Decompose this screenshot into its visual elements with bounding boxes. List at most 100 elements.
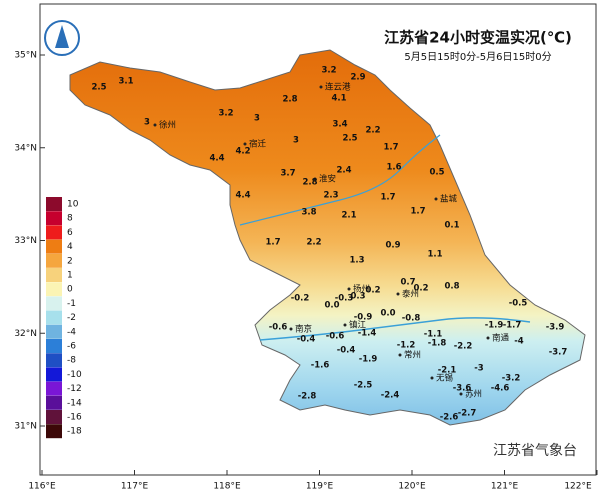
legend-label: 2 [67, 256, 73, 266]
lon-label: 120°E [398, 482, 426, 492]
temp-change: -2.4 [381, 391, 400, 401]
temp-change: -0.3 [335, 294, 354, 304]
city-dot [153, 123, 157, 127]
legend-swatch [46, 239, 62, 254]
city-dot [398, 353, 402, 357]
subtitle: 5月5日15时0分-5月6日15时0分 [404, 51, 551, 63]
temp-change: -1.8 [428, 339, 447, 349]
temp-change: -1.2 [397, 341, 416, 351]
city-name: 淮安 [319, 174, 336, 185]
lon-label: 121°E [491, 482, 519, 492]
temp-change: 4.4 [235, 191, 250, 201]
temp-change: 1.7 [265, 238, 280, 248]
temp-change: 0.5 [429, 168, 444, 178]
city-dot [434, 197, 438, 201]
province-shape [69, 49, 586, 426]
city-dot [319, 85, 323, 89]
city-name: 南京 [295, 324, 312, 335]
temp-change: -1.7 [503, 321, 522, 331]
legend-label: -10 [67, 370, 82, 380]
temp-change: 2.9 [350, 73, 365, 83]
temp-change: 3 [254, 114, 260, 124]
temp-change: 0.2 [413, 284, 428, 294]
legend-label: 10 [67, 200, 79, 210]
river [239, 134, 441, 226]
legend-label: -6 [67, 342, 76, 352]
temp-change: -3.9 [546, 323, 565, 333]
legend-swatch [46, 197, 62, 211]
lat-label: 35°N [14, 51, 37, 61]
lon-label: 122°E [564, 482, 592, 492]
legend-swatch [46, 339, 62, 353]
lat-label: 31°N [14, 422, 37, 432]
temp-change: 4.1 [331, 94, 346, 104]
lon-label: 116°E [28, 482, 56, 492]
temp-change: 3.1 [118, 77, 133, 87]
lon-label: 118°E [213, 482, 241, 492]
legend-label: 1 [67, 271, 73, 281]
city-name: 扬州 [353, 284, 370, 295]
temp-change: -2.7 [458, 409, 477, 419]
legend-label: -4 [67, 327, 76, 337]
temp-change: 1.7 [383, 143, 398, 153]
temp-change: 3.7 [280, 169, 295, 179]
temp-change: -3.6 [453, 384, 472, 394]
temp-change: 0.0 [380, 309, 395, 319]
temp-change: 3 [144, 118, 150, 128]
temp-change: -2.8 [298, 392, 317, 402]
temp-change: -1.9 [359, 355, 378, 365]
city-name: 宿迁 [249, 139, 267, 150]
temp-change: -0.2 [291, 294, 310, 304]
legend-swatch [46, 282, 62, 297]
legend-label: -16 [67, 413, 82, 423]
temp-change: -2.2 [454, 342, 473, 352]
temp-change: 2.2 [365, 126, 380, 136]
city-dot [396, 292, 400, 296]
legend-swatch [46, 324, 62, 339]
lon-label: 119°E [306, 482, 334, 492]
lat-label: 34°N [14, 143, 37, 153]
temp-change: 2.2 [306, 238, 321, 248]
temp-change: 0.3 [350, 292, 365, 302]
city-dot [430, 376, 434, 380]
temp-change: -4.6 [491, 384, 510, 394]
temp-change: 0.7 [400, 278, 415, 288]
city-dot [313, 177, 317, 181]
temp-change: -1.6 [311, 361, 330, 371]
temp-change: -2.5 [354, 381, 373, 391]
city-dot [343, 323, 347, 327]
city-name: 南通 [492, 333, 510, 344]
temp-change: 0.8 [444, 282, 459, 292]
temp-change: 4.2 [235, 147, 250, 157]
temp-change: -0.6 [326, 332, 345, 342]
temp-change: 1.7 [380, 193, 395, 203]
temp-change: 4.4 [209, 154, 224, 164]
temp-change: 2.5 [342, 134, 357, 144]
city-dot [459, 392, 463, 396]
temp-change: -0.9 [354, 313, 373, 323]
river [259, 317, 531, 341]
city-name: 盐城 [440, 194, 458, 205]
legend-label: -14 [67, 398, 82, 408]
temp-change: 0.0 [324, 301, 339, 311]
temp-change: -1.9 [485, 321, 504, 331]
temp-change: -0.8 [402, 314, 421, 324]
temp-change: -4 [514, 337, 524, 347]
legend-label: 6 [67, 228, 73, 238]
city-dot [289, 327, 293, 331]
temp-change: -1.1 [424, 330, 443, 340]
temp-change: 1.6 [386, 163, 401, 173]
city-dot [347, 287, 351, 291]
legend-swatch [46, 211, 62, 226]
city-dot [486, 336, 490, 340]
temp-change: -3.2 [502, 374, 521, 384]
temp-change: 1.3 [349, 256, 364, 266]
temp-change: -0.4 [337, 346, 356, 356]
temp-change: 0.9 [385, 241, 400, 251]
temp-change: 2.3 [323, 191, 338, 201]
legend-swatch [46, 253, 62, 268]
lat-label: 32°N [14, 329, 37, 339]
city-name: 泰州 [402, 289, 419, 300]
lon-label: 117°E [121, 482, 149, 492]
